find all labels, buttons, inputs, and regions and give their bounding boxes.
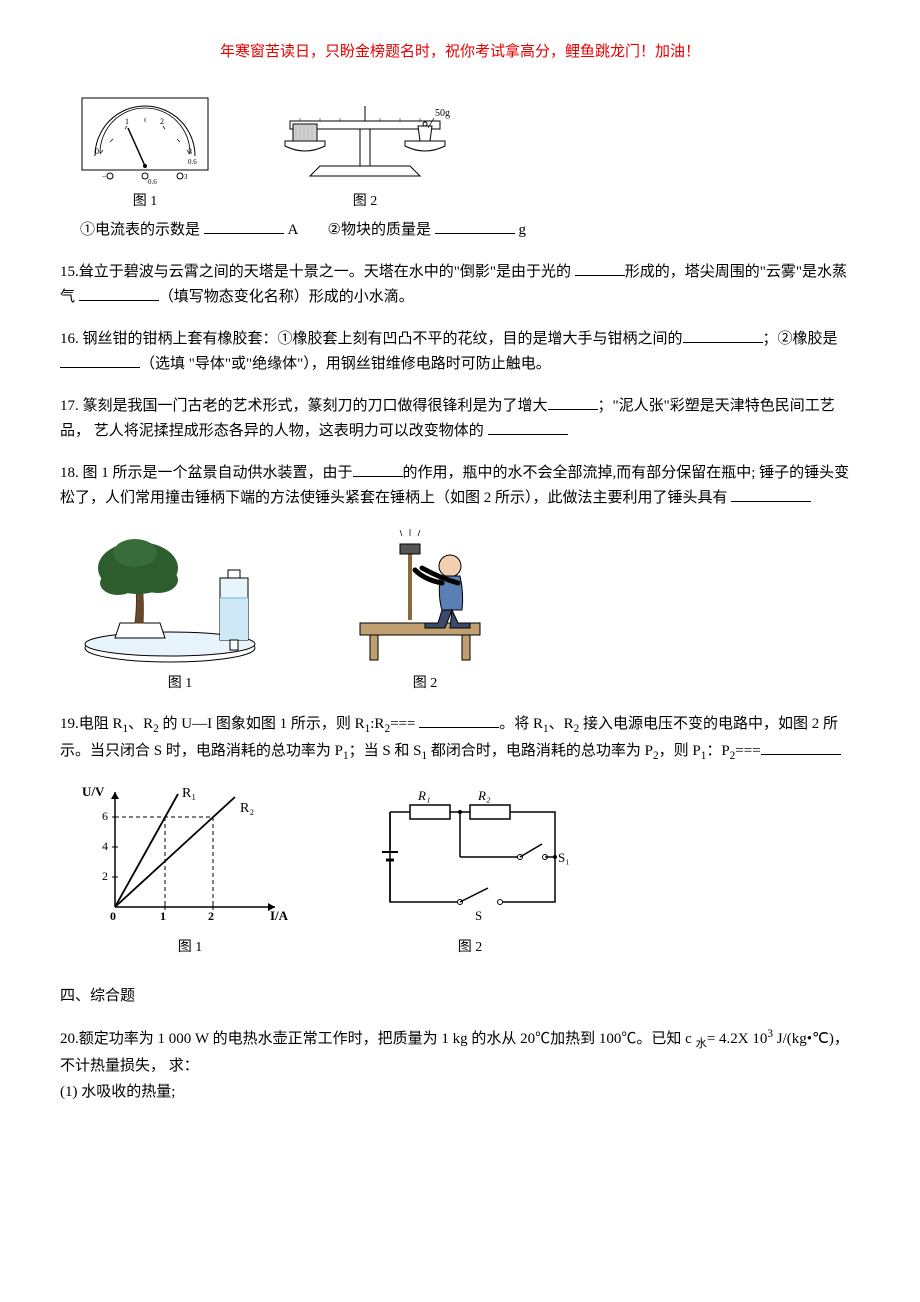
svg-text:2: 2 — [102, 869, 108, 883]
svg-text:R₂: R₂ — [477, 788, 491, 803]
q18-blank2[interactable] — [731, 486, 811, 502]
q17: 17. 篆刻是我国一门古老的艺术形式，篆刻刀的刀口做得很锋利是为了增大；"泥人张… — [60, 394, 860, 445]
svg-text:S: S — [475, 908, 482, 923]
svg-text:0: 0 — [95, 147, 99, 156]
q16-number: 16. — [60, 331, 79, 347]
q14-fig1-caption: 图 1 — [80, 190, 210, 214]
q19-fig1-caption: 图 1 — [80, 936, 300, 960]
svg-text:6: 6 — [102, 809, 108, 823]
q18-fig1-caption: 图 1 — [80, 672, 280, 696]
q18: 18. 图 1 所示是一个盆景自动供水装置，由于的作用，瓶中的水不会全部流掉,而… — [60, 461, 860, 512]
bonsai-diagram — [80, 528, 280, 668]
q19-figures: U/V I/A 2 4 6 0 1 2 R₁ R₂ 图 — [80, 782, 860, 960]
q14-fig1: 0 1 2 3 0.6 − 0.6 — [80, 96, 210, 214]
svg-text:2: 2 — [160, 117, 164, 126]
q19-t2g: ：P — [706, 743, 729, 759]
balance-diagram: 50g — [250, 96, 480, 186]
q20-sub-water: 水 — [696, 1038, 707, 1050]
q19-t2d: ；当 S 和 S — [349, 743, 422, 759]
q15-blank2[interactable] — [79, 285, 159, 301]
q15-t1: 耸立于碧波与云霄之间的天塔是十景之一。天塔在水中的"倒影"是由于光的 — [79, 264, 571, 280]
q19-t2h: === — [735, 743, 760, 759]
q15-blank1[interactable] — [575, 260, 625, 276]
q19-t1: 电阻 R — [79, 716, 123, 732]
q19-t1d: :R — [370, 716, 384, 732]
q19-fig2: R₁ R₂ S₁ S 图 2 — [360, 782, 580, 960]
svg-text:S₁: S₁ — [558, 850, 570, 865]
section4-title: 四、综合题 — [60, 984, 860, 1010]
q14-blank2[interactable] — [435, 218, 515, 234]
hammer-diagram — [340, 528, 510, 668]
q19-t2f: ，则 P — [659, 743, 701, 759]
svg-text:0.6: 0.6 — [148, 178, 157, 186]
q19-number: 19. — [60, 716, 79, 732]
q18-fig2: 图 2 — [340, 528, 510, 696]
q18-figures: 图 1 图 2 — [80, 528, 860, 696]
q17-blank1[interactable] — [548, 394, 598, 410]
q17-blank2[interactable] — [488, 419, 568, 435]
header-motivation: 年寒窗苦读日，只盼金榜题名时，祝你考试拿高分，鲤鱼跳龙门！加油！ — [60, 40, 860, 66]
q19-t1c: 的 U—I 图象如图 1 所示，则 R — [159, 716, 365, 732]
svg-text:−: − — [102, 172, 107, 181]
svg-text:0.6: 0.6 — [188, 158, 197, 166]
q20-number: 20. — [60, 1031, 79, 1047]
q19-t2: 。将 R — [499, 716, 543, 732]
svg-text:R₁: R₁ — [417, 788, 430, 803]
q14-prompts: ①电流表的示数是 A ②物块的质量是 g — [80, 218, 860, 244]
q16-blank2[interactable] — [60, 352, 140, 368]
svg-text:R₂: R₂ — [240, 801, 254, 816]
q14-p1-unit: A — [288, 222, 298, 238]
svg-text:3: 3 — [184, 173, 188, 181]
svg-text:2: 2 — [208, 909, 214, 923]
q19-t1b: 、R — [128, 716, 153, 732]
q18-fig2-caption: 图 2 — [340, 672, 510, 696]
q20: 20.额定功率为 1 000 W 的电热水壶正常工作时，把质量为 1 kg 的水… — [60, 1025, 860, 1105]
q17-t1: 篆刻是我国一门古老的艺术形式，篆刻刀的刀口做得很锋利是为了增大 — [83, 398, 548, 414]
q15-t3: （填写物态变化名称）形成的小水滴。 — [159, 289, 414, 305]
q16-t1: 钢丝钳的钳柄上套有橡胶套：①橡胶套上刻有凹凸不平的花纹，目的是增大手与钳柄之间的 — [83, 331, 683, 347]
weight-label: 50g — [435, 108, 450, 119]
q14-p2-pre: ②物块的质量是 — [328, 222, 431, 238]
svg-text:R₁: R₁ — [182, 786, 196, 801]
q19-fig1: U/V I/A 2 4 6 0 1 2 R₁ R₂ 图 — [80, 782, 300, 960]
q16-t2: ；②橡胶是 — [763, 331, 838, 347]
ammeter-diagram: 0 1 2 3 0.6 − 0.6 — [80, 96, 210, 186]
q20-t1: 额定功率为 1 000 W 的电热水壶正常工作时，把质量为 1 kg 的水从 2… — [79, 1031, 696, 1047]
svg-text:1: 1 — [160, 909, 166, 923]
q19: 19.电阻 R1、R2 的 U—I 图象如图 1 所示，则 R1:R2=== 。… — [60, 712, 860, 766]
svg-text:U/V: U/V — [82, 784, 105, 799]
q20-sub1: (1) 水吸收的热量; — [60, 1080, 860, 1106]
q14-p2-unit: g — [518, 222, 526, 238]
q17-number: 17. — [60, 398, 79, 414]
q18-number: 18. — [60, 465, 79, 481]
q14-fig2: 50g 图 2 — [250, 96, 480, 214]
q14-p1-pre: ①电流表的示数是 — [80, 222, 200, 238]
q19-t2b: 、R — [549, 716, 574, 732]
svg-text:0: 0 — [110, 909, 116, 923]
circuit-diagram: R₁ R₂ S₁ S — [360, 782, 580, 932]
q16-blank1[interactable] — [683, 327, 763, 343]
svg-text:I/A: I/A — [270, 908, 289, 923]
q16: 16. 钢丝钳的钳柄上套有橡胶套：①橡胶套上刻有凹凸不平的花纹，目的是增大手与钳… — [60, 327, 860, 378]
q19-blank2[interactable] — [761, 739, 841, 755]
q18-blank1[interactable] — [353, 461, 403, 477]
q14-figures: 0 1 2 3 0.6 − 0.6 — [80, 96, 860, 214]
q14-blank1[interactable] — [204, 218, 284, 234]
q19-t2e: 都闭合时，电路消耗的总功率为 P — [427, 743, 653, 759]
q18-t1: 图 1 所示是一个盆景自动供水装置，由于 — [83, 465, 353, 481]
q19-t1e: === — [390, 716, 419, 732]
q16-t3: （选填 "导体"或"绝缘体"），用钢丝钳维修电路时可防止触电。 — [140, 356, 551, 372]
svg-text:3: 3 — [188, 147, 192, 156]
q14-fig2-caption: 图 2 — [250, 190, 480, 214]
q19-blank1[interactable] — [419, 712, 499, 728]
q20-t1b: = 4.2X 10 — [707, 1031, 768, 1047]
q18-fig1: 图 1 — [80, 528, 280, 696]
q19-fig2-caption: 图 2 — [360, 936, 580, 960]
svg-text:1: 1 — [125, 117, 129, 126]
ui-graph: U/V I/A 2 4 6 0 1 2 R₁ R₂ — [80, 782, 300, 932]
q15-number: 15. — [60, 264, 79, 280]
q15: 15.耸立于碧波与云霄之间的天塔是十景之一。天塔在水中的"倒影"是由于光的 形成… — [60, 260, 860, 311]
svg-text:4: 4 — [102, 839, 108, 853]
